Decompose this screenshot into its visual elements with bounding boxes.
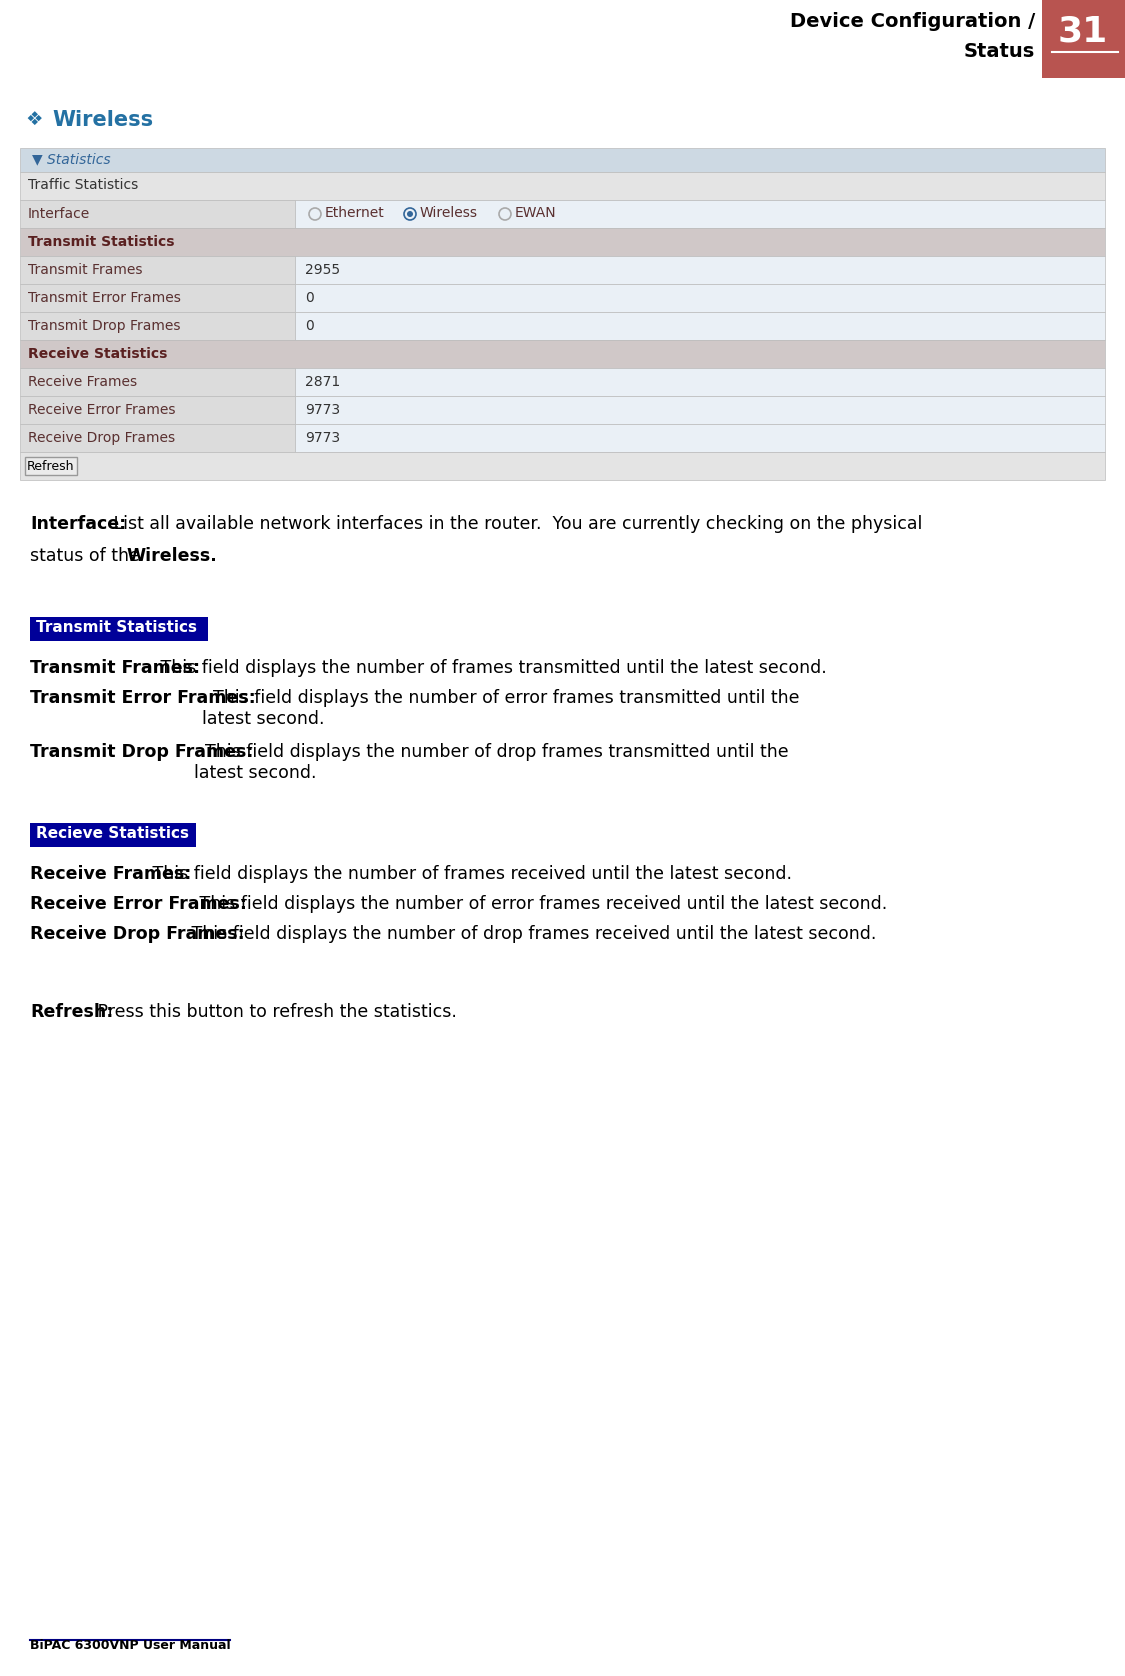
Bar bbox=[295, 199, 1105, 228]
Bar bbox=[295, 312, 1105, 340]
Text: Interface:: Interface: bbox=[30, 515, 126, 533]
Text: Receive Frames: Receive Frames bbox=[28, 375, 137, 389]
Text: This field displays the number of error frames received until the latest second.: This field displays the number of error … bbox=[195, 895, 888, 913]
Text: Wireless: Wireless bbox=[420, 206, 478, 220]
Text: Recieve Statistics: Recieve Statistics bbox=[36, 826, 189, 841]
Text: This field displays the number of drop frames transmitted until the
latest secon: This field displays the number of drop f… bbox=[195, 744, 789, 783]
Text: This field displays the number of frames received until the latest second.: This field displays the number of frames… bbox=[147, 865, 792, 883]
Text: Transmit Drop Frames:: Transmit Drop Frames: bbox=[30, 744, 253, 761]
FancyBboxPatch shape bbox=[25, 458, 76, 474]
Text: 31: 31 bbox=[1058, 15, 1108, 49]
Text: 9773: 9773 bbox=[305, 431, 340, 446]
Text: Receive Error Frames:: Receive Error Frames: bbox=[30, 895, 248, 913]
Bar bbox=[295, 369, 1105, 396]
Bar bbox=[20, 228, 1105, 256]
Bar bbox=[295, 424, 1105, 453]
Bar bbox=[20, 256, 295, 283]
Text: Transmit Frames: Transmit Frames bbox=[28, 263, 143, 277]
Bar bbox=[295, 256, 1105, 283]
Bar bbox=[20, 396, 295, 424]
Bar bbox=[295, 396, 1105, 424]
Text: 2871: 2871 bbox=[305, 375, 340, 389]
Text: 0: 0 bbox=[305, 292, 314, 305]
Text: Refresh: Refresh bbox=[27, 459, 74, 473]
Text: Receive Statistics: Receive Statistics bbox=[28, 347, 168, 360]
Text: Transmit Error Frames:: Transmit Error Frames: bbox=[30, 689, 255, 707]
Text: status of the: status of the bbox=[30, 546, 145, 565]
Text: Wireless.: Wireless. bbox=[126, 546, 217, 565]
Bar bbox=[20, 147, 1105, 173]
Text: BiPAC 6300VNP User Manual: BiPAC 6300VNP User Manual bbox=[30, 1639, 231, 1653]
Bar bbox=[20, 369, 295, 396]
Text: This field displays the number of error frames transmitted until the
latest seco: This field displays the number of error … bbox=[201, 689, 800, 727]
Text: Receive Frames:: Receive Frames: bbox=[30, 865, 191, 883]
Text: Press this button to refresh the statistics.: Press this button to refresh the statist… bbox=[92, 1002, 458, 1021]
Text: Ethernet: Ethernet bbox=[325, 206, 385, 220]
Text: ▼ Statistics: ▼ Statistics bbox=[32, 153, 110, 166]
Text: This field displays the number of drop frames received until the latest second.: This field displays the number of drop f… bbox=[187, 925, 876, 944]
Bar bbox=[30, 823, 196, 846]
Text: Transmit Error Frames: Transmit Error Frames bbox=[28, 292, 181, 305]
Text: Receive Drop Frames:: Receive Drop Frames: bbox=[30, 925, 245, 944]
Text: 9773: 9773 bbox=[305, 402, 340, 417]
Bar bbox=[20, 453, 1105, 479]
Text: ❖: ❖ bbox=[25, 111, 43, 129]
Text: Wireless: Wireless bbox=[52, 111, 153, 131]
Text: Receive Drop Frames: Receive Drop Frames bbox=[28, 431, 176, 446]
Text: Refresh:: Refresh: bbox=[30, 1002, 114, 1021]
Text: Transmit Frames:: Transmit Frames: bbox=[30, 659, 200, 677]
Text: EWAN: EWAN bbox=[515, 206, 557, 220]
Bar bbox=[20, 340, 1105, 369]
Text: List all available network interfaces in the router.  You are currently checking: List all available network interfaces in… bbox=[108, 515, 921, 533]
Bar bbox=[295, 283, 1105, 312]
Bar bbox=[20, 283, 295, 312]
Text: Traffic Statistics: Traffic Statistics bbox=[28, 178, 138, 193]
Bar bbox=[30, 617, 208, 642]
Bar bbox=[20, 173, 1105, 199]
Text: Receive Error Frames: Receive Error Frames bbox=[28, 402, 176, 417]
Text: Transmit Drop Frames: Transmit Drop Frames bbox=[28, 318, 180, 334]
Text: 0: 0 bbox=[305, 318, 314, 334]
Text: Interface: Interface bbox=[28, 208, 90, 221]
Bar bbox=[20, 424, 295, 453]
Bar bbox=[20, 199, 295, 228]
Bar bbox=[1042, 0, 1125, 79]
Text: This field displays the number of frames transmitted until the latest second.: This field displays the number of frames… bbox=[155, 659, 827, 677]
Text: Status: Status bbox=[964, 42, 1035, 60]
Circle shape bbox=[407, 211, 413, 216]
Text: Transmit Statistics: Transmit Statistics bbox=[36, 620, 197, 635]
Text: Transmit Statistics: Transmit Statistics bbox=[28, 235, 174, 250]
Bar bbox=[20, 312, 295, 340]
Text: 2955: 2955 bbox=[305, 263, 340, 277]
Text: Device Configuration /: Device Configuration / bbox=[790, 12, 1035, 30]
